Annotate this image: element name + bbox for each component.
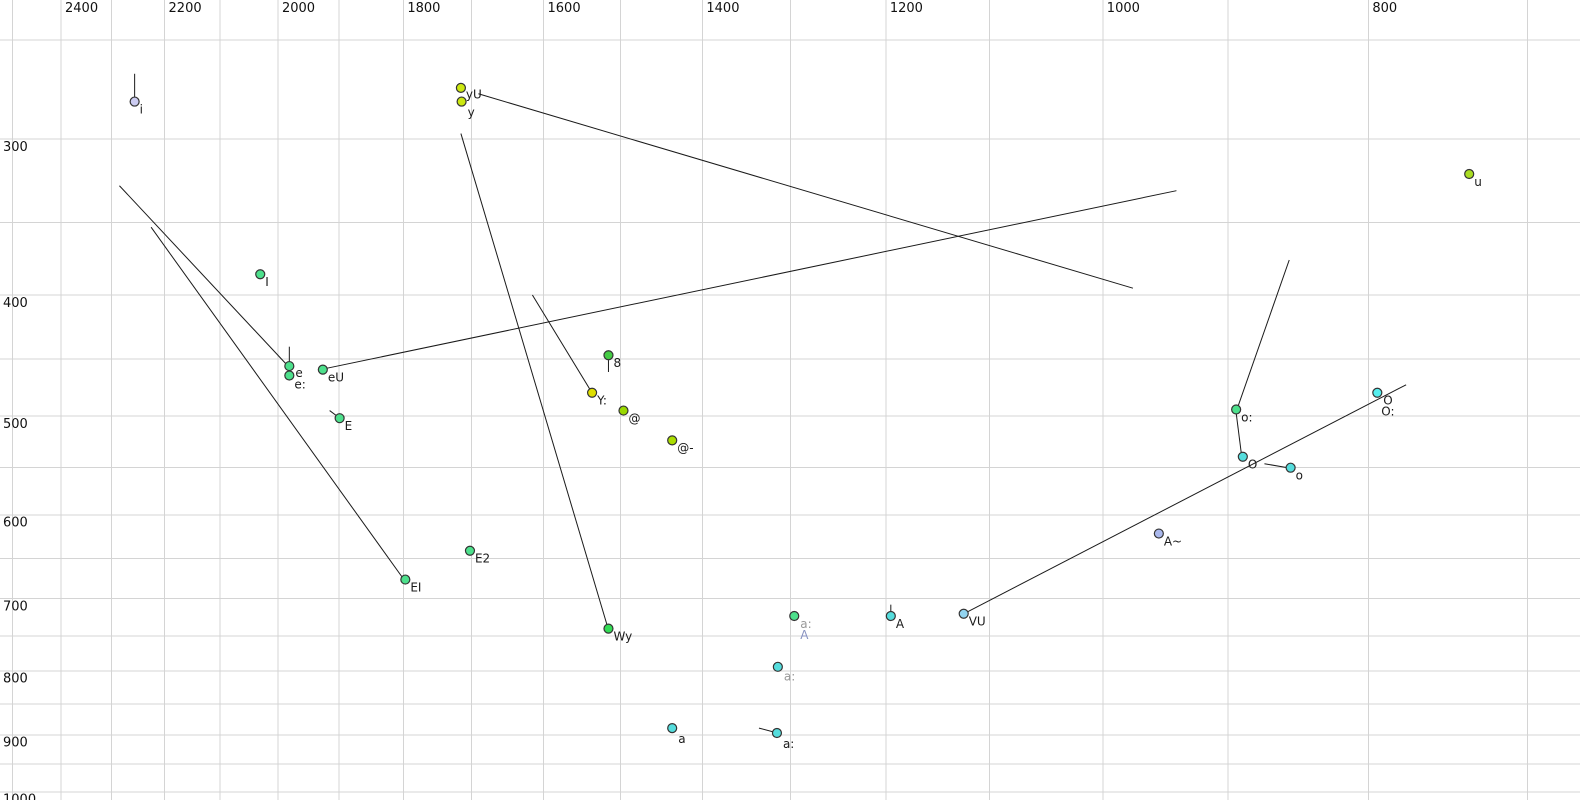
data-point <box>667 723 678 734</box>
connector-line <box>478 93 1134 289</box>
point-label: yU <box>466 88 482 102</box>
connector-line <box>963 384 1407 615</box>
connector-line <box>1235 412 1242 455</box>
data-point <box>772 661 783 672</box>
point-label: e <box>295 366 302 380</box>
connector-line <box>1235 259 1290 412</box>
point-label: A <box>800 628 809 642</box>
y-axis-tick-label: 300 <box>3 140 28 155</box>
y-axis-tick-label: 900 <box>3 736 28 751</box>
point-label: E2 <box>475 552 490 566</box>
point-label: VU <box>969 615 986 629</box>
data-point <box>1237 451 1248 462</box>
connector-line <box>325 190 1177 369</box>
point-label: u <box>1474 175 1482 189</box>
y-axis-tick-label: 600 <box>3 516 28 531</box>
data-point <box>586 387 598 398</box>
point-label: O <box>1248 458 1257 472</box>
data-point <box>129 96 140 107</box>
point-label: A~ <box>1164 534 1182 548</box>
point-label: O <box>1383 394 1392 408</box>
data-point <box>618 405 629 416</box>
connector-line <box>150 226 404 580</box>
data-point <box>885 610 896 622</box>
point-label: A <box>896 617 905 631</box>
point-label: a: <box>783 737 794 751</box>
data-point <box>603 350 614 361</box>
data-point <box>771 727 783 739</box>
point-label: a: <box>784 670 795 684</box>
data-point <box>334 413 345 424</box>
data-point <box>284 360 295 372</box>
point-label: Y: <box>596 394 607 408</box>
data-point <box>1153 528 1164 539</box>
point-label: I <box>265 275 269 289</box>
data-point <box>255 269 266 280</box>
data-point <box>958 608 969 619</box>
y-axis-tick-label: 800 <box>3 672 28 687</box>
data-point <box>603 623 614 634</box>
point-label: y <box>468 105 475 119</box>
point-label: i <box>140 102 143 116</box>
point-label: a: <box>800 617 811 631</box>
x-axis-tick-label: 2000 <box>282 1 315 16</box>
data-point <box>456 96 467 107</box>
point-label: o <box>1296 469 1303 483</box>
y-axis-tick-label: 500 <box>3 417 28 432</box>
x-axis-tick-label: 2200 <box>169 1 202 16</box>
data-point <box>464 545 476 556</box>
point-label: 8 <box>613 356 621 370</box>
point-label: EI <box>410 580 421 594</box>
connector-line <box>119 185 288 366</box>
data-point <box>400 574 411 585</box>
data-point <box>1231 404 1242 415</box>
point-label: @- <box>677 441 693 455</box>
connector-line <box>531 294 592 392</box>
y-axis-tick-label: 700 <box>3 599 28 614</box>
x-axis-tick-label: 1000 <box>1107 1 1140 16</box>
point-label: O: <box>1381 405 1394 419</box>
x-axis-tick-label: 1800 <box>407 1 440 16</box>
point-label: E <box>345 419 353 433</box>
data-point <box>317 364 328 375</box>
data-point <box>789 610 800 622</box>
x-axis-tick-label: 2400 <box>65 1 98 16</box>
data-point <box>455 82 467 93</box>
point-label: o: <box>1241 410 1252 424</box>
x-axis-tick-label: 800 <box>1372 1 1397 16</box>
x-axis-tick-label: 1600 <box>548 1 581 16</box>
data-point <box>1372 387 1383 398</box>
point-label: Wy <box>613 629 632 643</box>
connector-line <box>460 133 609 628</box>
data-point <box>667 435 678 446</box>
x-axis-tick-label: 1200 <box>890 1 923 16</box>
point-label: a <box>678 732 685 746</box>
data-point <box>1285 462 1296 473</box>
point-label: @ <box>628 411 640 425</box>
data-point <box>1464 168 1475 180</box>
y-axis-tick-label: 400 <box>3 296 28 311</box>
x-axis-tick-label: 1400 <box>706 1 739 16</box>
point-label: e: <box>294 377 305 391</box>
data-point <box>284 370 295 381</box>
connector-line <box>1264 463 1288 469</box>
y-axis-tick-label: 1000 <box>3 793 36 800</box>
point-label: eU <box>328 370 344 384</box>
